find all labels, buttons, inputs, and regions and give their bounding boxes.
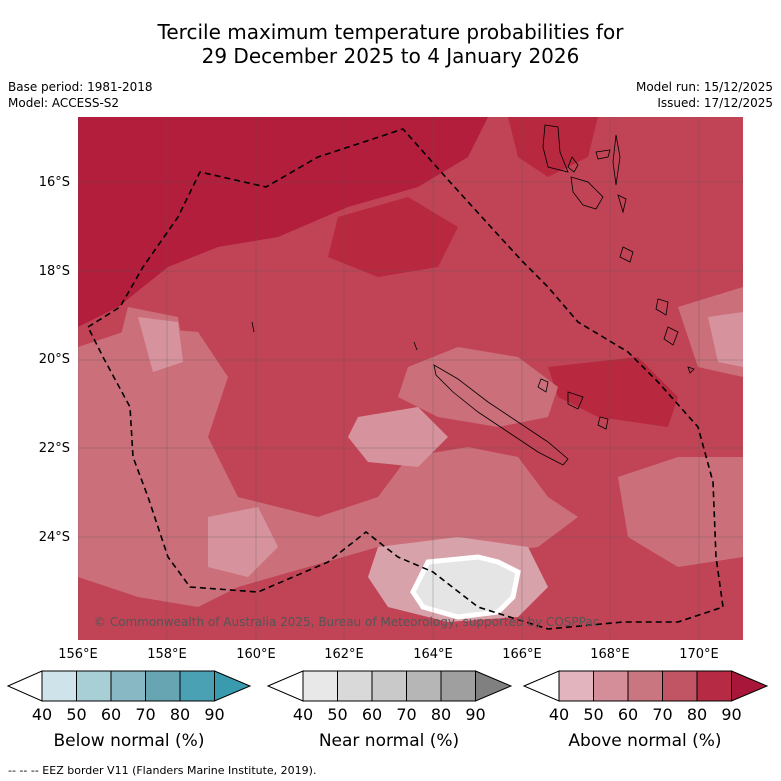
colorbars-svg bbox=[6, 670, 769, 702]
cb-below-tick-70: 70 bbox=[135, 705, 156, 724]
lon-label-164e: 164°E bbox=[413, 647, 453, 662]
map-title: Tercile maximum temperature probabilitie… bbox=[0, 20, 781, 68]
lon-label-160e: 160°E bbox=[236, 647, 276, 662]
colorbar-below-swatch-4 bbox=[179, 670, 215, 702]
base-period: Base period: 1981-2018 bbox=[8, 80, 153, 94]
title-line-2: 29 December 2025 to 4 January 2026 bbox=[201, 44, 580, 68]
prob-region-80-90-east bbox=[548, 357, 678, 427]
graticule bbox=[78, 117, 743, 640]
colorbar-title-near: Near normal (%) bbox=[318, 731, 460, 751]
cb-near-tick-60: 60 bbox=[361, 705, 383, 724]
cb-near-tick-90: 90 bbox=[465, 705, 486, 724]
lon-label-156e: 156°E bbox=[58, 647, 98, 662]
lon-label-158e: 158°E bbox=[147, 647, 187, 662]
colorbar-near-swatch-0 bbox=[302, 670, 338, 702]
map-panel: © Commonwealth of Australia 2025, Bureau… bbox=[78, 117, 743, 640]
colorbar-above-swatch-0 bbox=[558, 670, 594, 702]
colorbar-above-high-tip bbox=[731, 670, 769, 702]
cb-above-tick-90: 90 bbox=[721, 705, 742, 724]
cb-above-tick-70: 70 bbox=[652, 705, 673, 724]
colorbar-near-swatch-3 bbox=[406, 670, 442, 702]
cb-above-tick-40: 40 bbox=[548, 705, 570, 724]
lon-label-168e: 168°E bbox=[590, 647, 630, 662]
colorbar-below-swatch-0 bbox=[41, 670, 77, 702]
issued-date: Issued: 17/12/2025 bbox=[657, 96, 773, 110]
cb-near-tick-50: 50 bbox=[327, 705, 348, 724]
prob-region-50-60-center bbox=[348, 407, 448, 467]
cb-below-tick-50: 50 bbox=[66, 705, 87, 724]
prob-region-60-70-southeast bbox=[618, 457, 743, 567]
colorbar-near-high-tip bbox=[475, 670, 513, 702]
copyright-notice: © Commonwealth of Australia 2025, Bureau… bbox=[94, 615, 599, 629]
colorbar-below-swatch-2 bbox=[110, 670, 146, 702]
cb-near-tick-70: 70 bbox=[396, 705, 417, 724]
meta-right: Model run: 15/12/2025 Issued: 17/12/2025 bbox=[636, 79, 773, 111]
near-normal-patch bbox=[410, 554, 521, 620]
cb-near-tick-40: 40 bbox=[292, 705, 314, 724]
lat-label-20s: 20°S bbox=[38, 352, 70, 367]
prob-region-80-90-north bbox=[328, 197, 458, 277]
model-name: Model: ACCESS-S2 bbox=[8, 96, 120, 110]
meta-left: Base period: 1981-2018 Model: ACCESS-S2 bbox=[8, 79, 153, 111]
lat-label-24s: 24°S bbox=[38, 530, 70, 545]
colorbar-below-low-tip bbox=[6, 670, 43, 702]
lat-label-18s: 18°S bbox=[38, 264, 70, 279]
cb-below-tick-80: 80 bbox=[169, 705, 191, 724]
cb-below-tick-40: 40 bbox=[31, 705, 53, 724]
colorbar-near-swatch-2 bbox=[371, 670, 407, 702]
cb-near-tick-80: 80 bbox=[430, 705, 452, 724]
colorbar-title-below: Below normal (%) bbox=[53, 731, 205, 751]
vanuatu-outline bbox=[251, 124, 695, 374]
prob-region-80-90-northwest bbox=[78, 117, 488, 327]
colorbar-above-swatch-1 bbox=[593, 670, 629, 702]
colorbar-below-high-tip bbox=[214, 670, 252, 702]
lon-label-166e: 166°E bbox=[502, 647, 542, 662]
colorbar-below-normal bbox=[6, 670, 252, 702]
prob-region-50-60-west bbox=[138, 317, 183, 372]
colorbar-above-low-tip bbox=[522, 670, 560, 702]
colorbar-near-normal bbox=[266, 670, 513, 702]
cb-below-tick-90: 90 bbox=[204, 705, 225, 724]
lon-label-170e: 170°E bbox=[679, 647, 719, 662]
map-svg: © Commonwealth of Australia 2025, Bureau… bbox=[78, 117, 743, 640]
colorbar-above-swatch-4 bbox=[696, 670, 732, 702]
colorbar-above-normal bbox=[522, 670, 769, 702]
colorbar-near-swatch-1 bbox=[337, 670, 373, 702]
colorbar-near-swatch-4 bbox=[440, 670, 476, 702]
colorbar-above-swatch-3 bbox=[662, 670, 698, 702]
eez-legend-footer: -- -- -- EEZ border V11 (Flanders Marine… bbox=[8, 764, 317, 777]
title-line-1: Tercile maximum temperature probabilitie… bbox=[157, 20, 624, 44]
loyalty-islands-outline bbox=[413, 341, 609, 430]
cb-below-tick-60: 60 bbox=[100, 705, 122, 724]
lat-label-16s: 16°S bbox=[38, 175, 70, 190]
colorbar-above-swatch-2 bbox=[627, 670, 663, 702]
colorbar-below-swatch-3 bbox=[145, 670, 181, 702]
cb-above-tick-80: 80 bbox=[686, 705, 708, 724]
lon-label-162e: 162°E bbox=[324, 647, 364, 662]
cb-above-tick-60: 60 bbox=[617, 705, 639, 724]
cb-above-tick-50: 50 bbox=[583, 705, 604, 724]
colorbar-below-swatch-1 bbox=[76, 670, 112, 702]
prob-region-50-60-south bbox=[208, 507, 278, 577]
prob-region-50-60-east bbox=[708, 312, 743, 367]
eez-border bbox=[86, 128, 724, 630]
new-caledonia-outline bbox=[433, 364, 569, 466]
model-run: Model run: 15/12/2025 bbox=[635, 80, 773, 94]
lat-label-22s: 22°S bbox=[38, 441, 70, 456]
colorbar-title-above: Above normal (%) bbox=[568, 731, 722, 751]
colorbar-near-low-tip bbox=[266, 670, 304, 702]
